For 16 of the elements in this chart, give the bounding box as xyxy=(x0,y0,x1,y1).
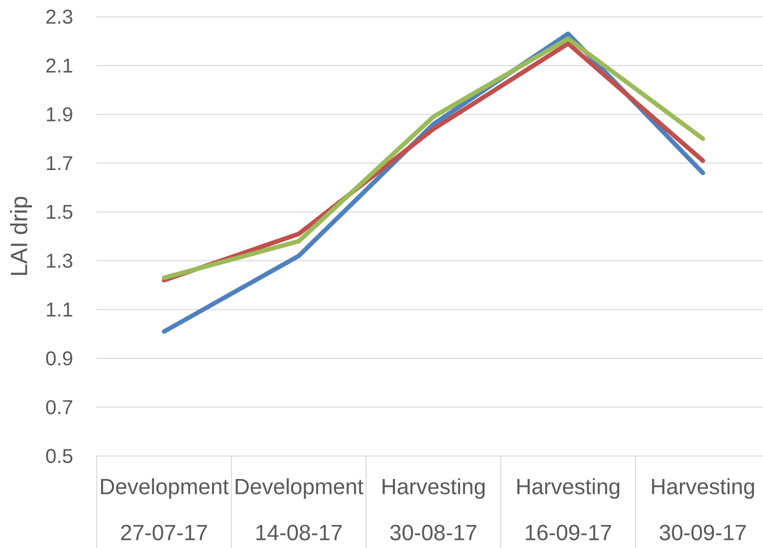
y-tick-label: 2.3 xyxy=(46,10,72,24)
y-tick-label: 0.7 xyxy=(46,400,72,414)
x-tick-label: Harvesting 30-09-17 xyxy=(652,478,754,540)
y-tick-label: 1.1 xyxy=(46,302,72,316)
x-tick-label: Development 14-08-17 xyxy=(236,478,364,540)
y-tick-label: 0.5 xyxy=(46,448,72,464)
x-tick-label: Harvesting 30-08-17 xyxy=(382,478,485,540)
y-tick-label: 1.9 xyxy=(46,107,72,122)
y-tick-label: 0.9 xyxy=(46,351,72,366)
y-axis-title: LAI drip xyxy=(10,196,32,275)
y-tick-label: 1.3 xyxy=(46,254,72,268)
y-tick-label: 1.7 xyxy=(46,156,72,170)
y-tick-label: 2.1 xyxy=(46,58,72,72)
x-tick-label: Harvesting 16-09-17 xyxy=(517,478,620,540)
x-tick-label: Development 27-07-17 xyxy=(101,478,229,540)
y-tick-label: 1.5 xyxy=(46,204,72,219)
